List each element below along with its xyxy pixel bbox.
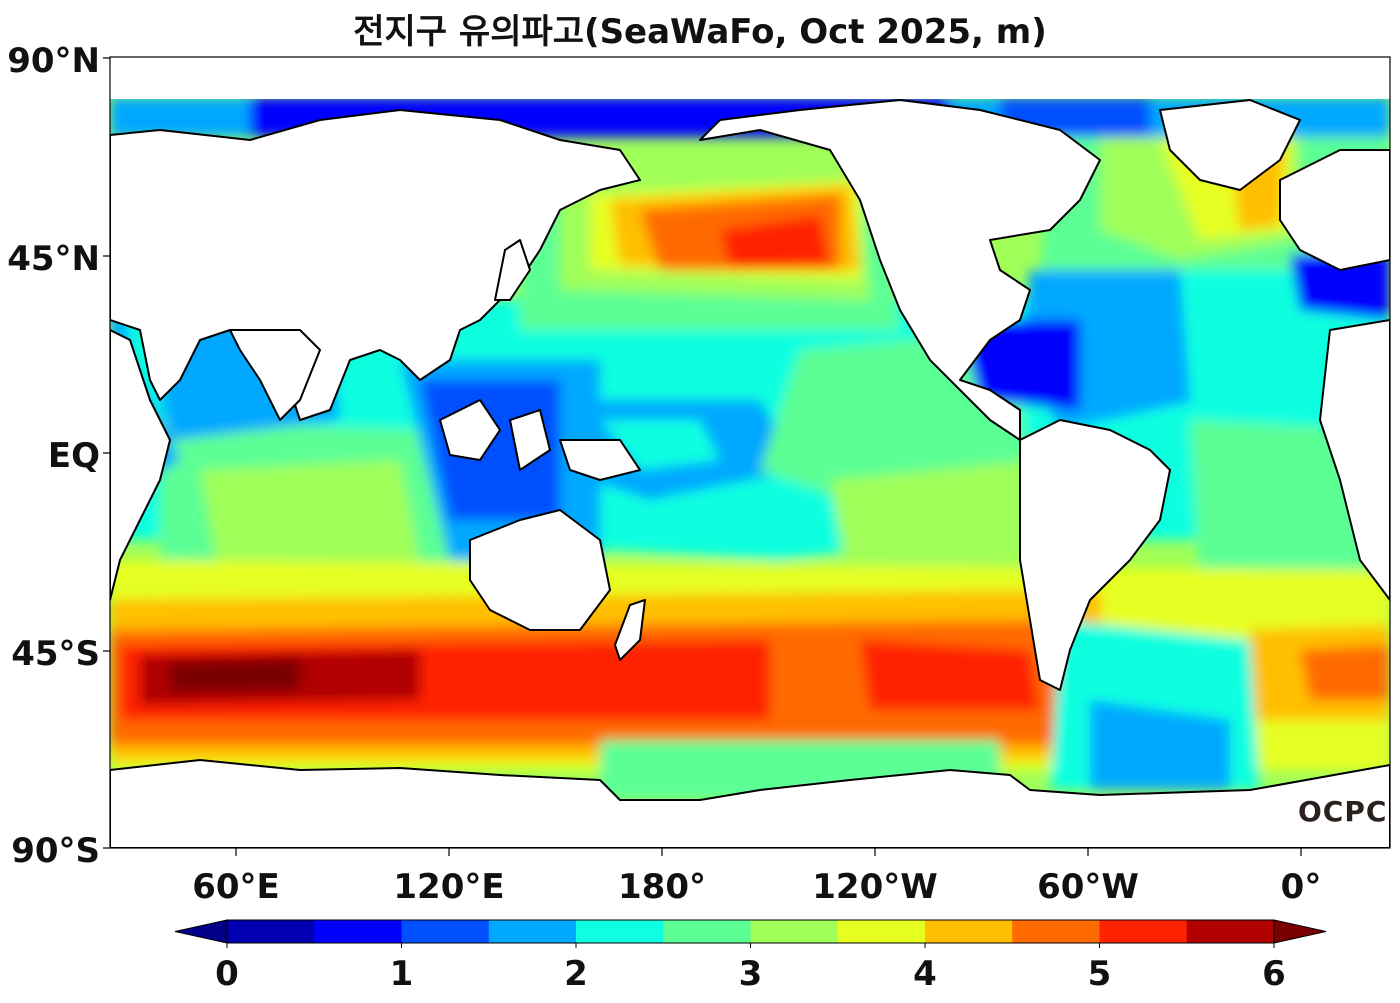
colorbar-segment [663, 920, 751, 943]
colorbar-segment [1012, 920, 1100, 943]
colorbar-over-arrow [1273, 919, 1327, 944]
lon-label-0: 0° [1281, 867, 1322, 907]
longitude-axis: 60°E 120°E 180° 120°W 60°W 0° [192, 848, 1321, 907]
lat-label-90n: 90°N [7, 41, 100, 81]
ocpc-logo: OCPC [1298, 795, 1388, 828]
colorbar-tick-label: 5 [1088, 954, 1112, 994]
lat-label-eq: EQ [48, 436, 100, 476]
map-title: 전지구 유의파고(SeaWaFo, Oct 2025, m) [353, 12, 1047, 52]
land-masses [110, 99, 1390, 848]
lon-label-60w: 60°W [1037, 867, 1139, 907]
colorbar-segment [488, 920, 577, 943]
lon-label-120w: 120°W [812, 867, 937, 907]
colorbar-tick-label: 1 [390, 954, 414, 994]
latitude-axis: 90°N 45°N EQ 45°S 90°S [7, 41, 110, 871]
wave-height-field [110, 57, 1390, 848]
colorbar-segment [1099, 920, 1188, 943]
colorbar: 0 1 2 3 4 5 6 [174, 919, 1327, 994]
colorbar-segment [1186, 920, 1275, 943]
colorbar-segment [401, 920, 490, 943]
lat-label-90s: 90°S [11, 831, 100, 871]
colorbar-segment [750, 920, 839, 943]
colorbar-tick-label: 4 [913, 954, 937, 994]
lon-label-60e: 60°E [192, 867, 280, 907]
lon-label-120e: 120°E [393, 867, 504, 907]
lat-label-45n: 45°N [7, 239, 100, 279]
colorbar-segment [576, 920, 664, 943]
colorbar-segment [925, 920, 1013, 943]
colorbar-segment [314, 920, 402, 943]
colorbar-under-arrow [174, 919, 228, 944]
colorbar-tick-label: 2 [564, 954, 588, 994]
lon-label-180: 180° [618, 867, 706, 907]
colorbar-segment [227, 920, 315, 943]
lat-label-45s: 45°S [11, 634, 100, 674]
colorbar-tick-label: 0 [215, 954, 239, 994]
colorbar-tick-label: 6 [1262, 954, 1286, 994]
colorbar-tick-label: 3 [739, 954, 763, 994]
colorbar-segment [837, 920, 926, 943]
